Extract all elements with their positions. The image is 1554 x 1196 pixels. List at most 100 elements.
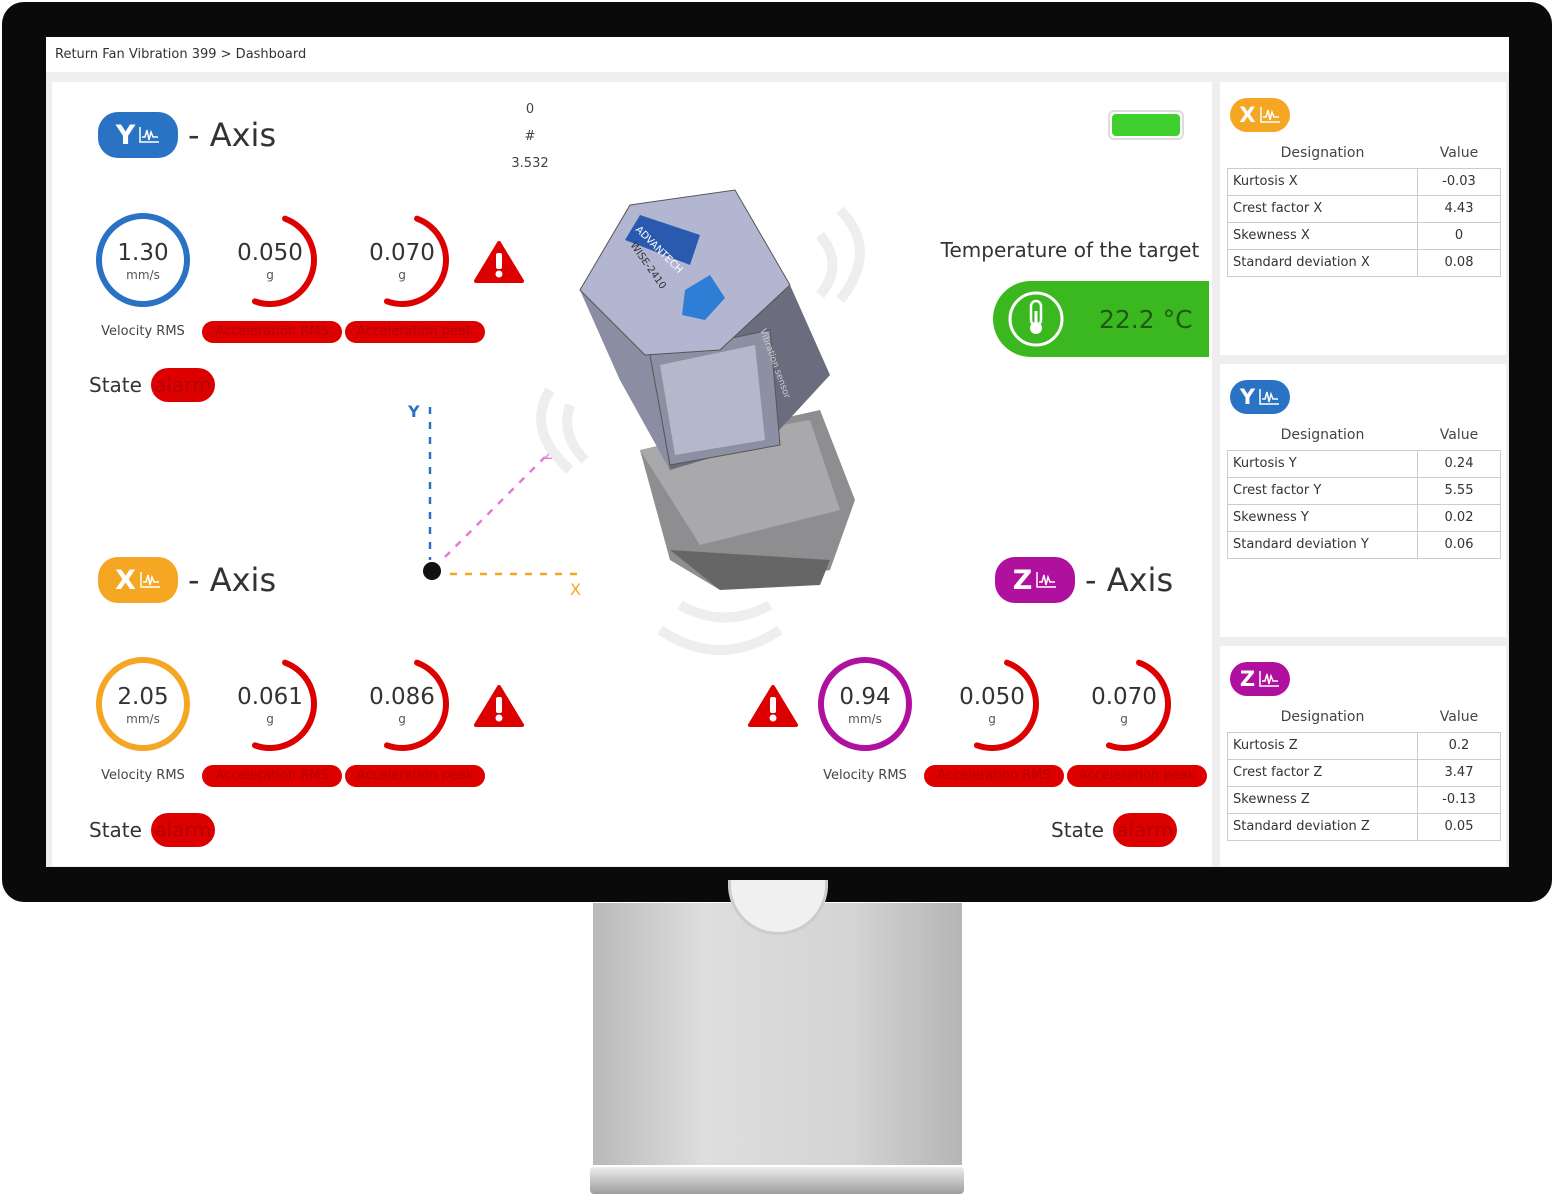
gauge-ring — [383, 659, 449, 751]
warning-icon — [748, 685, 798, 727]
value-cell: 5.55 — [1417, 476, 1501, 505]
designation-cell: Kurtosis Z — [1227, 731, 1418, 760]
gauge-value: 0.050 — [237, 240, 303, 266]
acceleration-peak-gauge: 0.070 g — [1074, 654, 1174, 754]
value-cell: 0.24 — [1417, 449, 1501, 478]
value-cell: 3.47 — [1417, 758, 1501, 787]
acceleration-rms-gauge: 0.050 g — [220, 210, 320, 310]
state-badge: alarm — [150, 368, 215, 402]
axis-letter: X — [1239, 103, 1256, 127]
designation-cell: Skewness Y — [1227, 503, 1418, 532]
x-axis-label: X — [570, 580, 581, 599]
warning-icon — [474, 241, 524, 283]
gauge-value: 0.070 — [1091, 684, 1157, 710]
value-cell: 4.43 — [1417, 194, 1501, 223]
acceleration-peak-gauge: 0.070 g — [352, 210, 452, 310]
value-cell: 0.02 — [1417, 503, 1501, 532]
value-cell: 0.06 — [1417, 530, 1501, 559]
table-row: Crest factor X 4.43 — [1227, 194, 1501, 223]
chart-icon — [1259, 389, 1280, 405]
value-cell: -0.13 — [1417, 785, 1501, 814]
gauge-unit: g — [266, 712, 274, 726]
designation-cell: Crest factor X — [1227, 194, 1418, 223]
acceleration-rms-label: Acceleration RMS — [202, 765, 342, 787]
gauge-ring — [973, 659, 1039, 751]
counter-bottom: 3.532 — [511, 156, 549, 171]
chart-icon — [1036, 572, 1057, 588]
axis-badge-x: X — [1230, 98, 1290, 132]
axis-badge-y: Y — [98, 112, 178, 158]
temperature-display: 22.2 °C — [993, 281, 1209, 357]
acceleration-rms-gauge: 0.061 g — [220, 654, 320, 754]
gauge-unit: g — [398, 268, 406, 282]
thermometer-icon — [1008, 291, 1064, 347]
axis-title-text: - Axis — [188, 116, 277, 154]
axis-title-z: Z - Axis — [995, 557, 1173, 603]
gauge-unit: mm/s — [126, 712, 160, 726]
gauge-unit: g — [266, 268, 274, 282]
designation-cell: Kurtosis X — [1227, 167, 1418, 196]
state-label: State — [89, 373, 142, 397]
gauge-ring — [251, 215, 317, 307]
column-header: Designation — [1280, 144, 1365, 161]
gauge-ring — [818, 657, 912, 751]
axis-title-x: X - Axis — [98, 557, 276, 603]
state-z: State alarm — [1051, 813, 1177, 847]
stats-table-y: Designation Value Kurtosis Y 0.24 Crest fact… — [1227, 420, 1501, 559]
acceleration-rms-label: Acceleration RMS — [202, 321, 342, 343]
state-label: State — [89, 818, 142, 842]
stats-table-x: Designation Value Kurtosis X -0.03 Crest fac… — [1227, 138, 1501, 277]
counter-top: 0 — [525, 102, 535, 117]
column-header: Value — [1439, 426, 1479, 443]
designation-cell: Crest factor Y — [1227, 476, 1418, 505]
axis-badge-x: X — [98, 557, 178, 603]
breadcrumb[interactable]: Return Fan Vibration 399 > Dashboard — [46, 37, 1509, 72]
table-row: Kurtosis Z 0.2 — [1227, 731, 1501, 760]
velocity-rms-label: Velocity RMS — [101, 768, 185, 783]
value-cell: 0.05 — [1417, 812, 1501, 841]
temperature-label: Temperature of the target — [940, 238, 1200, 262]
axis-letter: X — [115, 564, 136, 596]
chart-icon — [1259, 671, 1280, 687]
table-row: Skewness Y 0.02 — [1227, 503, 1501, 532]
designation-cell: Kurtosis Y — [1227, 449, 1418, 478]
monitor-stand — [593, 903, 962, 1165]
designation-cell: Crest factor Z — [1227, 758, 1418, 787]
gauge-unit: mm/s — [126, 268, 160, 282]
velocity-rms-label: Velocity RMS — [823, 768, 907, 783]
value-cell: -0.03 — [1417, 167, 1501, 196]
acceleration-peak-label: Acceleration peak — [345, 765, 485, 787]
gauge-unit: g — [1120, 712, 1128, 726]
value-cell: 0.2 — [1417, 731, 1501, 760]
axis-letter: Z — [1012, 564, 1033, 596]
chart-icon — [1259, 107, 1280, 123]
acceleration-peak-gauge: 0.086 g — [352, 654, 452, 754]
velocity-rms-gauge: 1.30 mm/s — [93, 210, 193, 310]
gauge-value: 0.061 — [237, 684, 303, 710]
designation-cell: Skewness Z — [1227, 785, 1418, 814]
chart-icon — [139, 127, 160, 143]
column-header: Designation — [1280, 708, 1365, 725]
designation-cell: Standard deviation X — [1227, 248, 1418, 277]
axis-title-text: - Axis — [188, 561, 277, 599]
gauge-ring — [96, 213, 190, 307]
counter: 0 # 3.532 — [500, 96, 560, 177]
y-axis-label: Y — [407, 402, 420, 421]
gauge-value: 0.94 — [839, 684, 891, 710]
axis-title-y: Y - Axis — [98, 112, 276, 158]
counter-mid: # — [524, 129, 536, 144]
designation-cell: Standard deviation Z — [1227, 812, 1418, 841]
chart-icon — [140, 572, 160, 588]
gauge-value: 0.070 — [369, 240, 435, 266]
column-header: Value — [1439, 708, 1479, 725]
state-y: State alarm — [89, 368, 215, 402]
battery-icon — [1108, 110, 1184, 140]
acceleration-peak-label: Acceleration peak — [345, 321, 485, 343]
origin-dot — [423, 562, 441, 580]
gauge-unit: g — [398, 712, 406, 726]
column-header: Designation — [1280, 426, 1365, 443]
table-row: Kurtosis X -0.03 — [1227, 167, 1501, 196]
gauge-value: 2.05 — [117, 684, 169, 710]
acceleration-rms-label: Acceleration RMS — [924, 765, 1064, 787]
